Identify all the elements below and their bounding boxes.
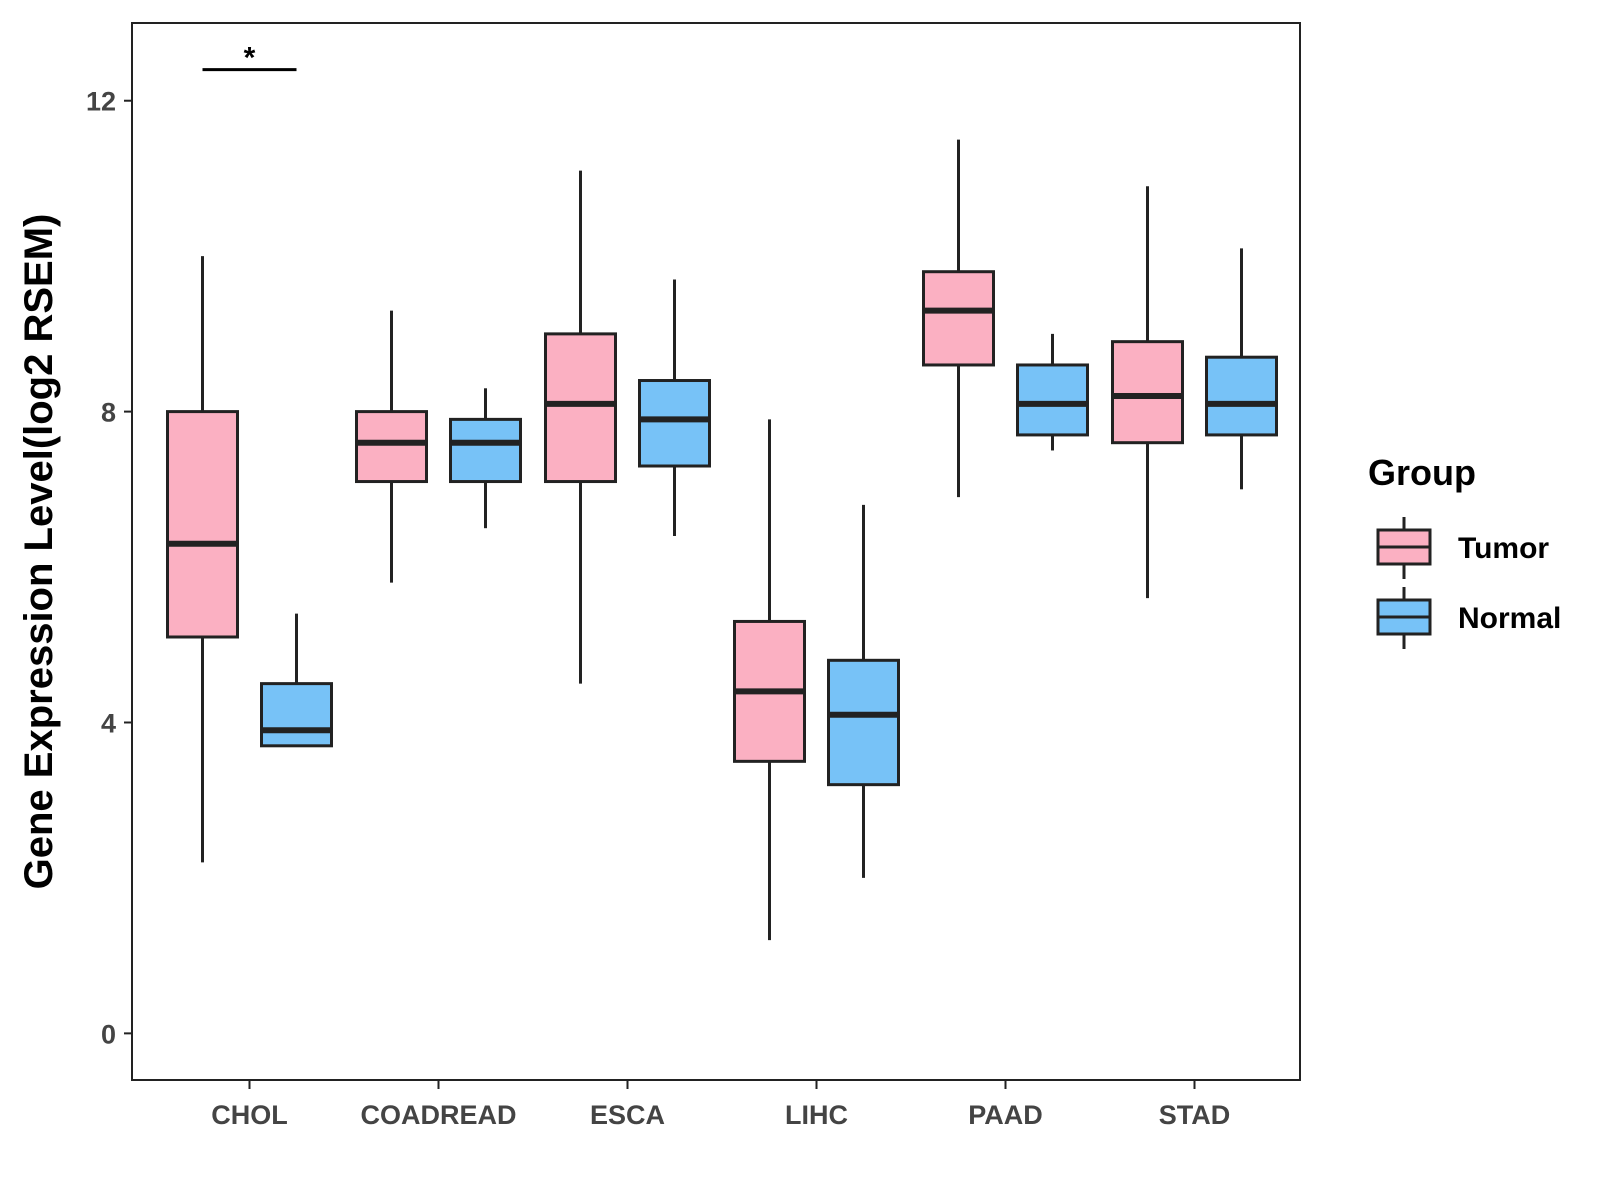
box-tumor-coadread [355,310,428,583]
y-tick-label: 0 [101,1019,116,1049]
legend-label: Tumor [1458,532,1549,565]
box-iqr [922,270,995,367]
box-iqr [1111,340,1184,445]
x-axis: CHOL COADREAD ESCA LIHC PAAD STAD [211,1080,1230,1130]
box-tumor-chol [166,256,239,863]
x-tick-label: PAAD [968,1100,1043,1130]
box-tumor-paad [922,139,995,498]
box-normal-stad [1205,248,1278,490]
box-tumor-esca [544,170,617,684]
legend-label: Normal [1458,602,1561,635]
box-normal-lihc [827,504,900,878]
x-tick-label: ESCA [590,1100,665,1130]
box-iqr [449,417,522,484]
box-normal-coadread [449,388,522,529]
legend: Group Tumor Normal [1368,452,1561,649]
legend-item-tumor: Tumor [1376,517,1549,579]
box-iqr [355,410,428,484]
box-normal-chol [260,613,333,748]
box-iqr [827,658,900,787]
box-iqr [260,682,333,748]
box-iqr [638,379,711,468]
legend-item-normal: Normal [1376,587,1561,649]
x-tick-label: COADREAD [360,1100,516,1130]
box-normal-paad [1016,333,1089,451]
y-tick-label: 4 [101,708,116,738]
box-iqr [166,410,239,639]
x-tick-label: CHOL [211,1100,288,1130]
box-marks [166,139,1278,941]
box-iqr [1205,355,1278,437]
y-tick-label: 12 [86,87,116,117]
y-axis-title: Gene Expression Level(log2 RSEM) [17,214,61,890]
box-iqr [1016,363,1089,437]
box-normal-esca [638,279,711,536]
x-tick-label: LIHC [785,1100,848,1130]
box-iqr [544,332,617,484]
legend-title: Group [1368,452,1476,493]
plot-panel [131,22,1301,1081]
box-tumor-stad [1111,186,1184,599]
significance-label: * [244,42,256,75]
box-tumor-lihc [733,419,806,941]
y-tick-label: 8 [101,398,116,428]
x-tick-label: STAD [1159,1100,1231,1130]
y-axis: 0 4 8 12 [86,87,132,1049]
significance-annotations: * [202,42,297,75]
